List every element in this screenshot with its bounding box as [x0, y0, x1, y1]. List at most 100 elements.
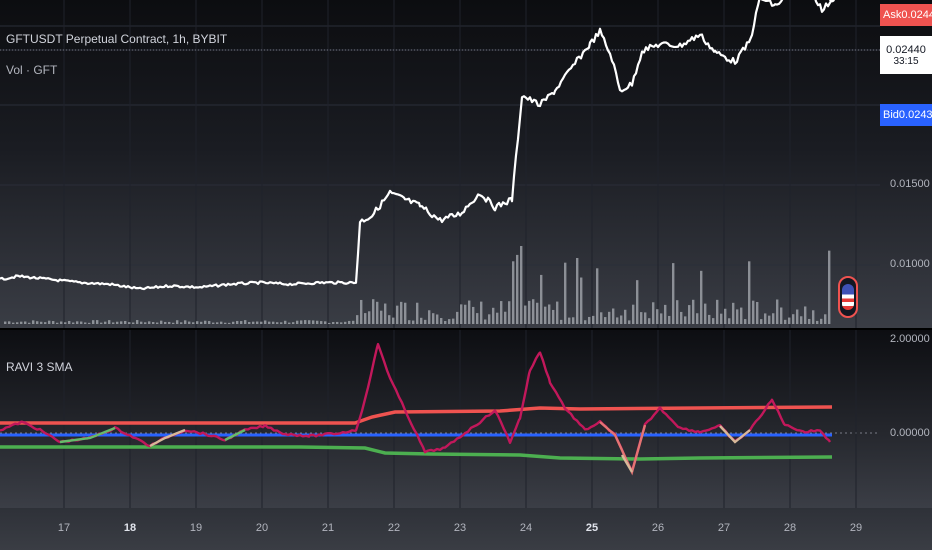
- volume-bar: [688, 305, 691, 324]
- volume-bar: [180, 322, 183, 324]
- volume-bar: [164, 321, 167, 324]
- volume-bar: [380, 310, 383, 324]
- volume-bar: [256, 321, 259, 324]
- volume-bar: [668, 315, 671, 324]
- volume-bar: [616, 317, 619, 324]
- volume-bar: [756, 301, 759, 324]
- volume-bar: [696, 313, 699, 324]
- volume-bar: [652, 302, 655, 324]
- volume-bar: [392, 317, 395, 324]
- volume-bar: [764, 313, 767, 324]
- volume-bar: [700, 270, 703, 324]
- price-chart[interactable]: [0, 0, 932, 328]
- ravi-segment: [719, 425, 751, 444]
- volume-bar: [424, 319, 427, 324]
- date-tick: 18: [123, 522, 137, 534]
- volume-bar: [140, 321, 143, 324]
- ask-price: 0.02440: [901, 9, 932, 21]
- volume-bar: [672, 263, 675, 324]
- volume-bar: [108, 320, 111, 324]
- price-pane[interactable]: GFTUSDT Perpetual Contract, 1h, BYBIT Vo…: [0, 0, 932, 328]
- volume-bar: [372, 299, 375, 324]
- volume-bar: [44, 322, 47, 324]
- volume-bar: [784, 319, 787, 324]
- volume-bar: [4, 321, 7, 324]
- volume-bar: [288, 322, 291, 324]
- price-last-point: [829, 0, 835, 3]
- volume-bar: [136, 320, 139, 324]
- volume-bar: [232, 321, 235, 324]
- volume-bar: [72, 322, 75, 324]
- volume-bar: [748, 261, 751, 324]
- volume-bar: [584, 320, 587, 324]
- volume-bar: [192, 322, 195, 324]
- date-tick: 27: [717, 522, 731, 534]
- volume-bar: [592, 315, 595, 324]
- volume-bar: [80, 321, 83, 324]
- volume-bar: [296, 320, 299, 324]
- volume-bar: [212, 322, 215, 324]
- volume-bar: [88, 322, 91, 324]
- volume-bar: [628, 320, 631, 324]
- volume-bar: [196, 321, 199, 324]
- volume-bar: [492, 307, 495, 324]
- volume-bar: [772, 313, 775, 324]
- volume-bar: [100, 322, 103, 324]
- volume-bar: [704, 303, 707, 324]
- volume-bar: [304, 320, 307, 324]
- volume-bar: [576, 258, 579, 324]
- volume-bar: [736, 309, 739, 324]
- volume-bar: [8, 321, 11, 324]
- volume-bar: [596, 268, 599, 324]
- volume-bar: [536, 302, 539, 324]
- volume-bar: [368, 311, 371, 324]
- volume-bar: [528, 300, 531, 324]
- volume-bar: [316, 320, 319, 324]
- volume-bar: [624, 309, 627, 324]
- volume-bar: [716, 299, 719, 324]
- volume-bar: [564, 262, 567, 324]
- ravi-segment: [224, 428, 246, 442]
- volume-bar: [684, 316, 687, 324]
- pane-separator[interactable]: [0, 328, 932, 330]
- volume-bar: [40, 321, 43, 324]
- volume-bar: [788, 317, 791, 324]
- volume-bar: [388, 315, 391, 324]
- ravi-chart[interactable]: [0, 330, 932, 508]
- volume-bar: [732, 302, 735, 324]
- volume-bar: [204, 320, 207, 324]
- price-series-line: [0, 0, 833, 291]
- volume-bar: [84, 322, 87, 324]
- volume-bar: [544, 306, 547, 324]
- volume-bar: [508, 301, 511, 324]
- volume-bar: [52, 321, 55, 324]
- volume-bar: [280, 322, 283, 324]
- indicator-axis-top: 2.00000: [890, 333, 930, 345]
- volume-bar: [804, 306, 807, 324]
- volume-bar: [516, 254, 519, 324]
- indicator-pane[interactable]: RAVI 3 SMA 2.00000 0.00000: [0, 330, 932, 508]
- volume-bar: [632, 304, 635, 324]
- volume-bar: [540, 274, 543, 324]
- date-tick: 25: [585, 522, 599, 534]
- volume-bar: [524, 305, 527, 324]
- volume-bar: [348, 320, 351, 324]
- volume-bar: [656, 309, 659, 324]
- volume-bar: [488, 314, 491, 324]
- volume-bar: [464, 304, 467, 324]
- time-axis[interactable]: 17 18 19 20 21 22 23 24 25 26 27 28 29: [0, 508, 932, 550]
- last-price: 0.02440: [886, 43, 926, 56]
- volume-bar: [340, 322, 343, 324]
- volume-bar: [588, 316, 591, 324]
- indicator-axis-zero: 0.00000: [890, 427, 930, 439]
- volume-bar: [560, 319, 563, 324]
- ask-tag: Ask: [883, 9, 902, 21]
- volume-bar: [76, 321, 79, 324]
- volume-bar: [132, 322, 135, 324]
- flag-icon[interactable]: [838, 276, 858, 318]
- volume-bar: [660, 313, 663, 324]
- volume-bar: [320, 321, 323, 324]
- volume-bar: [816, 320, 819, 324]
- ravi-segment: [599, 421, 647, 476]
- volume-bar: [600, 312, 603, 324]
